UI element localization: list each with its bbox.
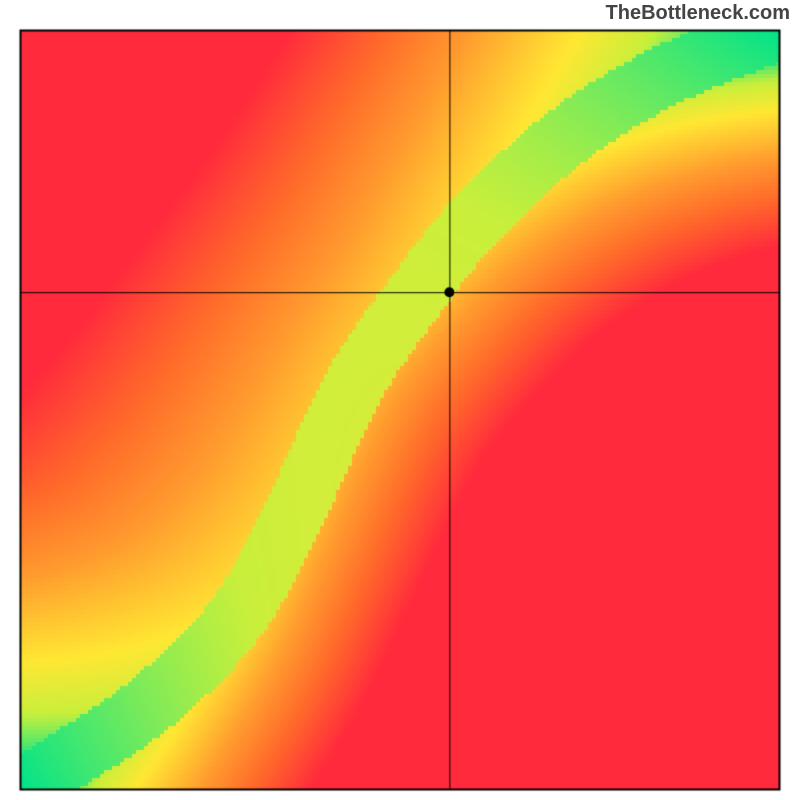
watermark-text: TheBottleneck.com bbox=[606, 2, 790, 25]
chart-container: TheBottleneck.com bbox=[0, 0, 800, 800]
heatmap-canvas bbox=[0, 0, 800, 800]
